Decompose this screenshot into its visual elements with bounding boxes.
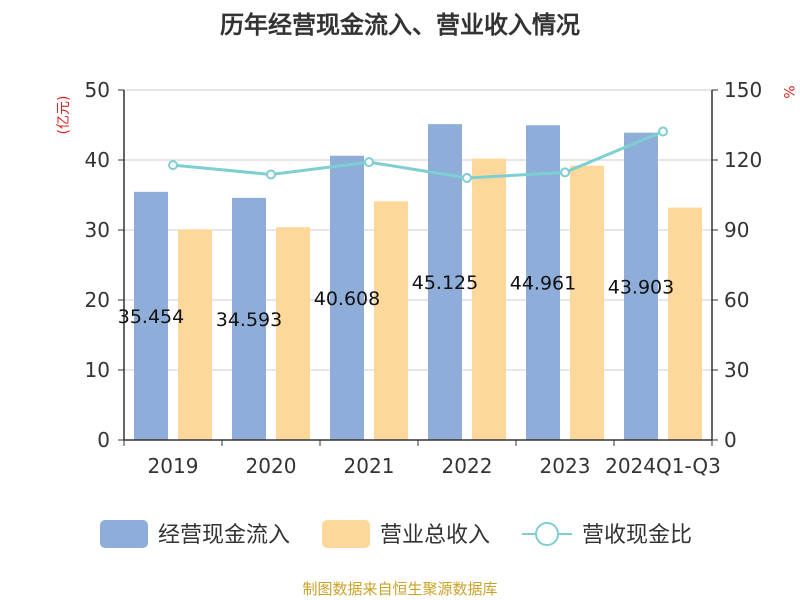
cash-inflow-data-label: 34.593 xyxy=(216,309,282,331)
cash-inflow-data-label: 45.125 xyxy=(412,272,478,294)
ratio-point[interactable] xyxy=(658,126,668,137)
left-tick-label: 0 xyxy=(97,428,110,452)
x-tick-label: 2023 xyxy=(540,454,591,478)
left-tick-label: 10 xyxy=(85,358,110,382)
line-marks xyxy=(168,126,668,183)
gridlines xyxy=(124,89,712,371)
revenue-bar[interactable] xyxy=(374,201,408,440)
data-labels: 35.454 34.593 40.608 45.125 44.961 43.903 xyxy=(118,272,674,331)
right-tick-label: 30 xyxy=(724,358,749,382)
revenue-bar[interactable] xyxy=(178,229,212,440)
legend-label[interactable]: 营收现金比 xyxy=(582,523,692,548)
cash-inflow-bar[interactable] xyxy=(624,132,658,440)
legend-marker[interactable] xyxy=(535,522,559,546)
x-tick-label: 2022 xyxy=(442,454,493,478)
legend-label[interactable]: 营业总收入 xyxy=(380,523,490,548)
cash-inflow-bar[interactable] xyxy=(330,155,364,440)
ratio-point[interactable] xyxy=(560,167,570,178)
axes: 0 10 20 30 40 50 0 30 60 90 120 150 2019 2020 2021 2022… xyxy=(85,78,763,478)
revenue-bar[interactable] xyxy=(668,207,702,440)
right-tick-label: 150 xyxy=(724,78,762,102)
ratio-point[interactable] xyxy=(168,160,178,171)
cash-inflow-bar[interactable] xyxy=(134,191,168,440)
revenue-bar[interactable] xyxy=(570,165,604,440)
cash-inflow-bar[interactable] xyxy=(232,197,266,440)
ratio-line xyxy=(172,130,664,180)
right-tick-label: 0 xyxy=(724,428,737,452)
left-axis-unit: (亿元) xyxy=(56,96,72,135)
x-tick-label: 2021 xyxy=(344,454,395,478)
cash-inflow-data-label: 35.454 xyxy=(118,306,184,328)
left-tick-label: 30 xyxy=(85,218,110,242)
x-tick-label: 2020 xyxy=(246,454,297,478)
revenue-bar[interactable] xyxy=(472,158,506,440)
left-tick-label: 50 xyxy=(85,78,110,102)
cash-inflow-data-label: 40.608 xyxy=(314,288,380,310)
cash-inflow-bar[interactable] xyxy=(526,125,560,440)
right-axis-unit: % xyxy=(780,85,796,98)
left-tick-label: 40 xyxy=(85,148,110,172)
ratio-point[interactable] xyxy=(462,172,472,183)
legend-label[interactable]: 经营现金流入 xyxy=(158,523,290,548)
x-tick-label: 2024Q1-Q3 xyxy=(605,454,721,478)
ratio-point[interactable] xyxy=(266,169,276,180)
legend-swatch[interactable] xyxy=(322,520,370,548)
right-tick-label: 60 xyxy=(724,288,749,312)
revenue-bar[interactable] xyxy=(276,227,310,440)
left-tick-label: 20 xyxy=(85,288,110,312)
legend[interactable]: 经营现金流入 营业总收入 营收现金比 xyxy=(100,520,692,548)
cash-inflow-data-label: 43.903 xyxy=(608,276,674,298)
bar-marks xyxy=(134,124,702,440)
ratio-point[interactable] xyxy=(364,157,374,168)
legend-swatch[interactable] xyxy=(100,520,148,548)
right-tick-label: 90 xyxy=(724,218,749,242)
right-tick-label: 120 xyxy=(724,148,762,172)
cash-inflow-data-label: 44.961 xyxy=(510,273,576,295)
chart-title: 历年经营现金流入、营业收入情况 xyxy=(220,11,580,39)
x-tick-label: 2019 xyxy=(148,454,199,478)
source-note: 制图数据来自恒生聚源数据库 xyxy=(302,580,497,598)
